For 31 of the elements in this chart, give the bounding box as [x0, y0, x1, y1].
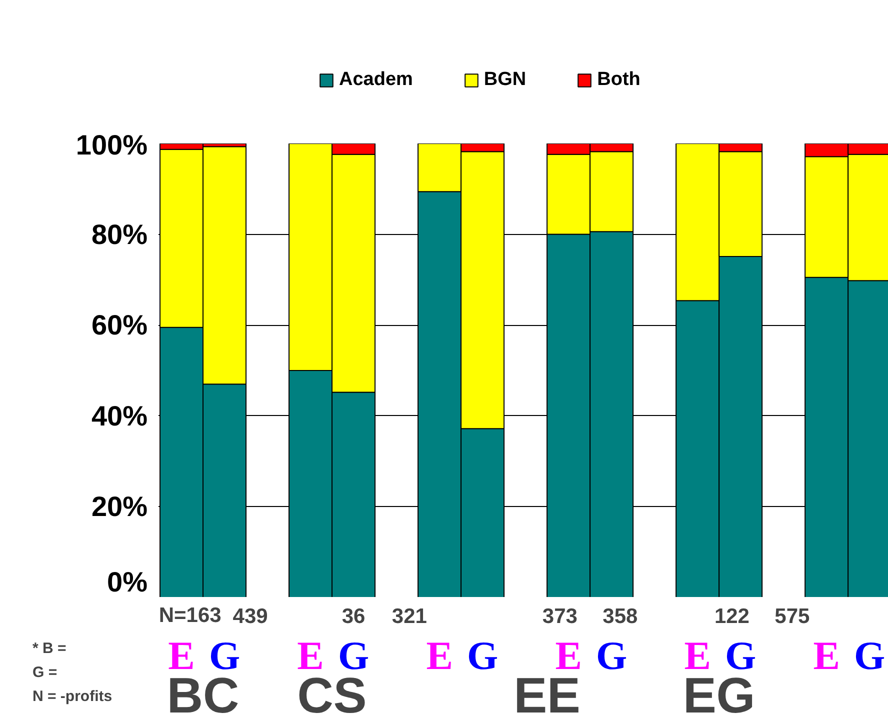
text: G =	[32, 664, 58, 681]
text: 439	[232, 605, 268, 628]
text: N = -profits	[32, 688, 112, 705]
text: N=163	[158, 604, 222, 627]
x-tick-label: G	[854, 633, 886, 678]
text: 575	[774, 605, 810, 628]
legend-label: Both	[597, 69, 640, 91]
y-tick-label: 0%	[107, 566, 148, 598]
text: 321	[392, 605, 428, 628]
x-tick-label: G	[208, 633, 240, 678]
text: 122	[714, 605, 750, 628]
y-tick-label: 40%	[91, 400, 148, 432]
x-tick-label: G	[725, 633, 756, 678]
x-tick-label: G	[466, 633, 498, 678]
x-tick-label: E	[813, 633, 840, 678]
y-tick-label: 100%	[76, 130, 148, 160]
text: 358	[602, 605, 638, 628]
text: 36	[342, 605, 366, 628]
x-tick-label: G	[596, 633, 628, 678]
text: 373	[542, 605, 578, 628]
legend-label: BGN	[484, 69, 526, 91]
y-tick-label: 80%	[91, 218, 148, 250]
y-tick-label: 20%	[91, 491, 148, 522]
x-tick-label: G	[338, 633, 370, 678]
x-tick-label: E	[684, 633, 711, 678]
x-tick-label: E	[297, 633, 324, 678]
text: * B =	[32, 640, 67, 657]
x-tick-label: E	[426, 633, 453, 678]
y-tick-label: 60%	[91, 310, 148, 341]
legend-label: Academ	[339, 69, 413, 91]
x-tick-label: E	[168, 633, 195, 678]
